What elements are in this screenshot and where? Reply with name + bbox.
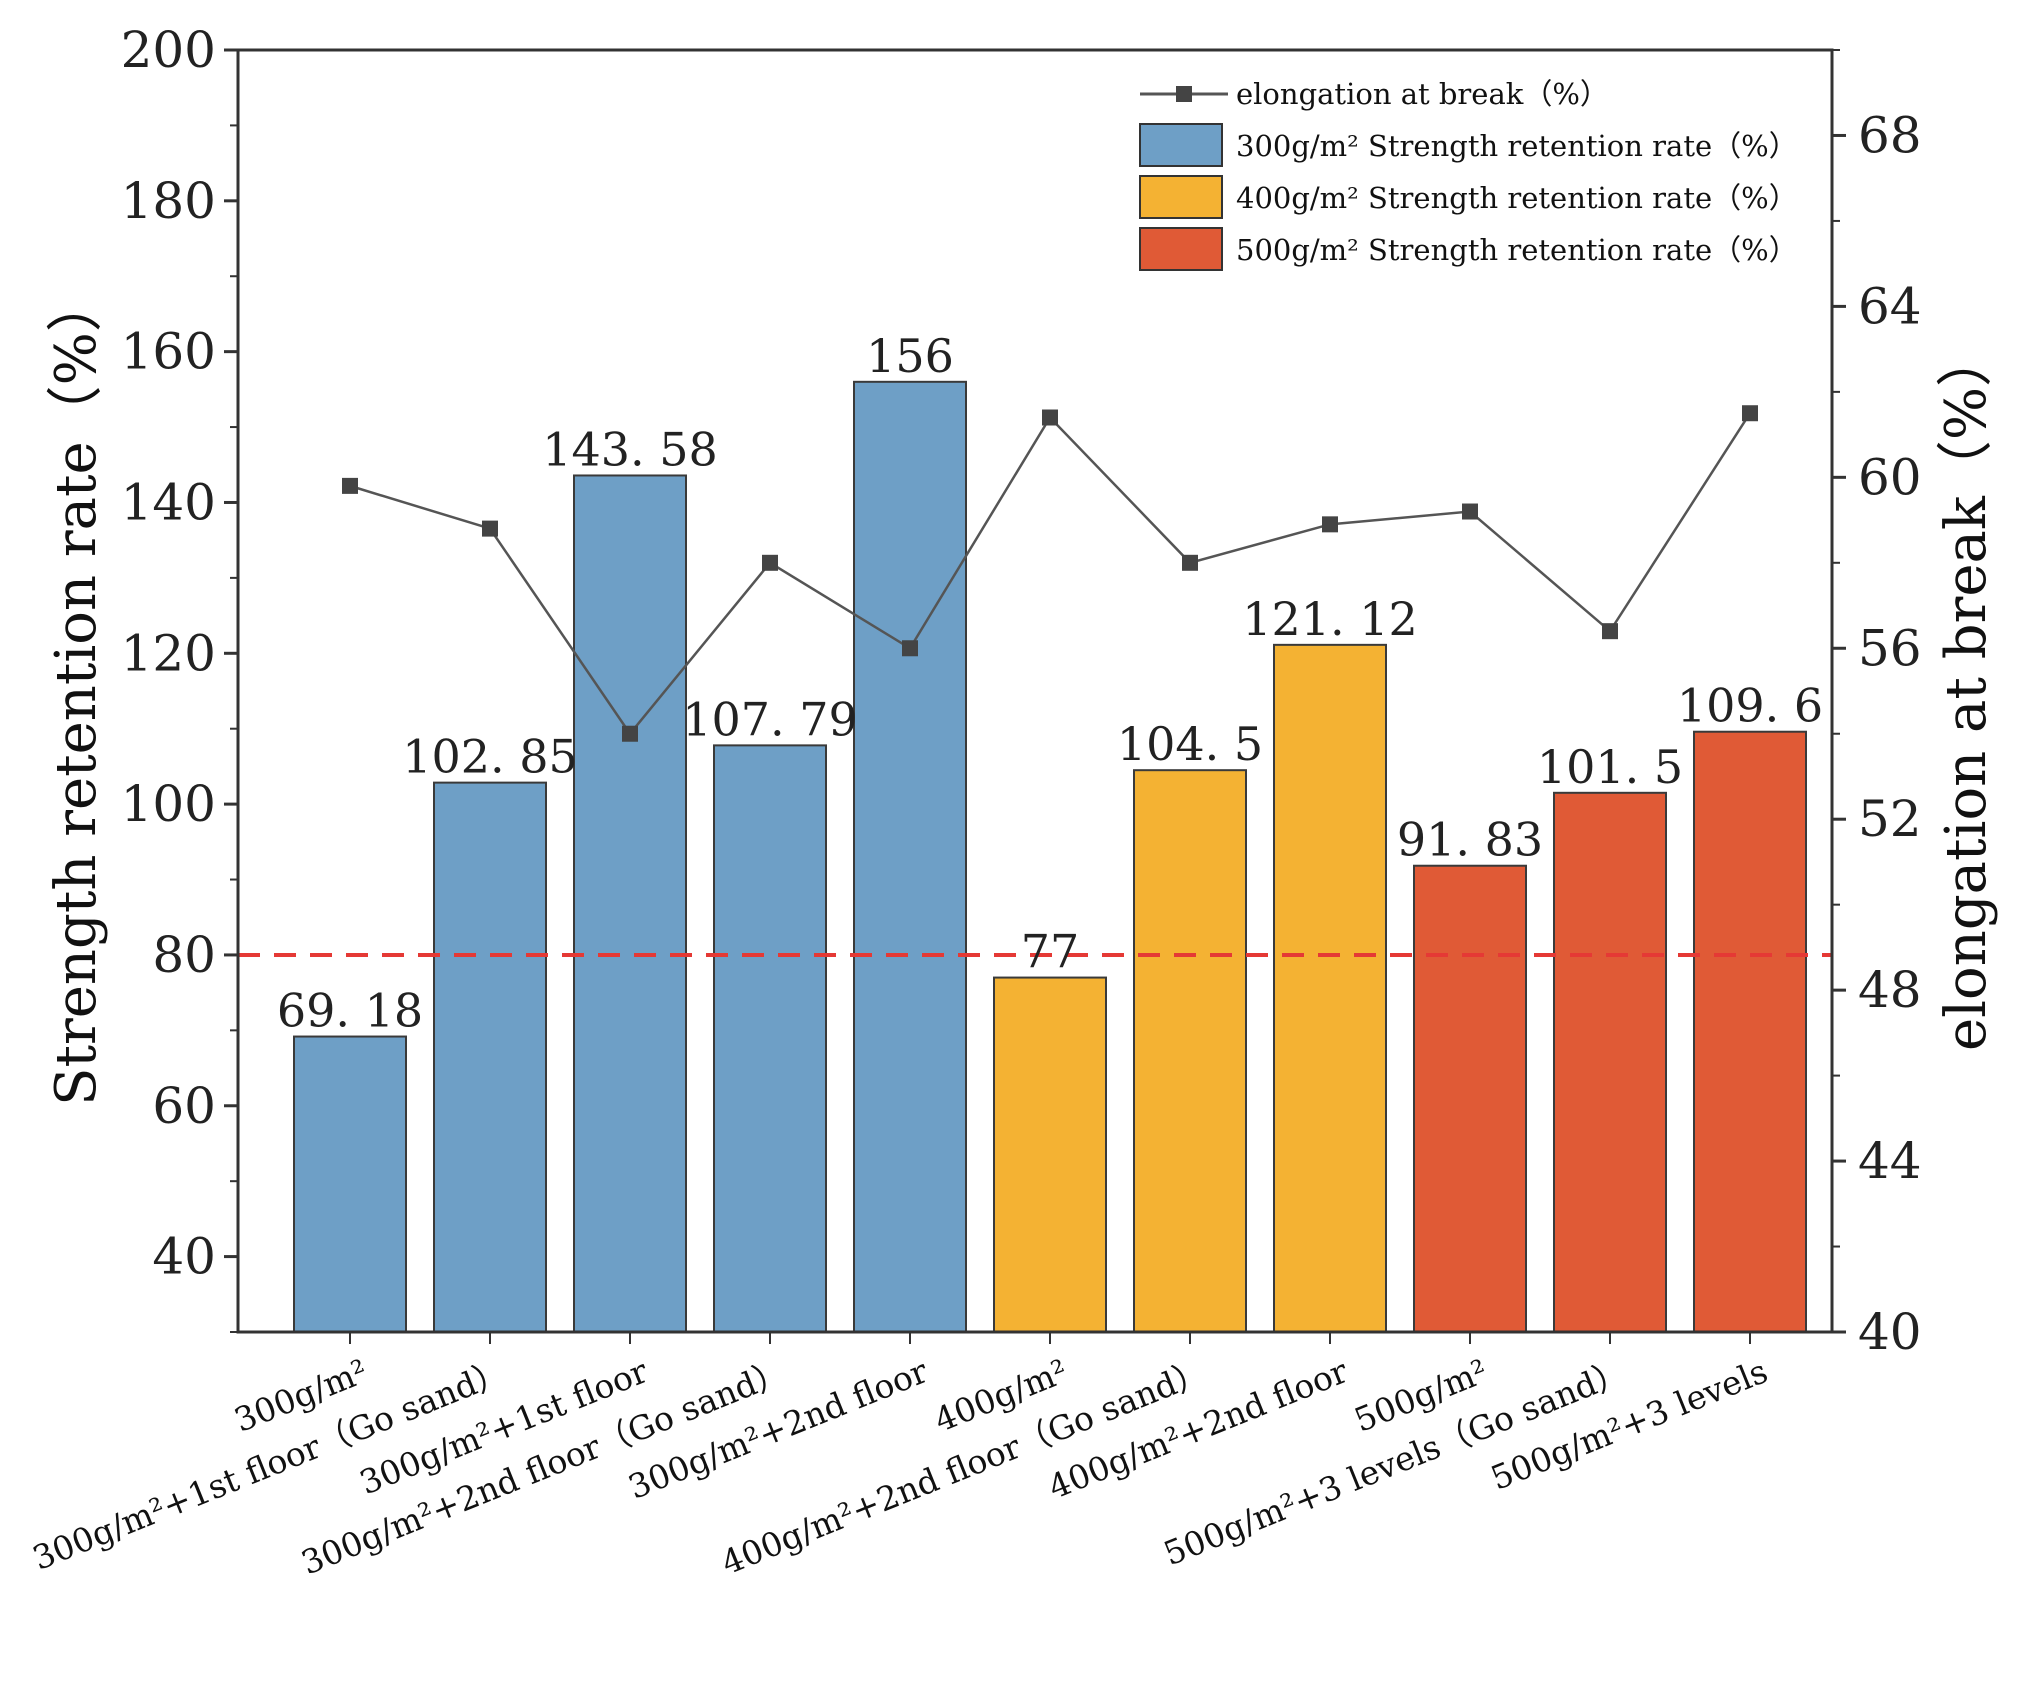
y-axis-title: Strength retention rate（%）	[44, 276, 109, 1106]
y2-tick-label: 52	[1858, 790, 1922, 848]
data-label-9: 91. 83	[1397, 813, 1543, 867]
data-label-7: 104. 5	[1117, 717, 1263, 771]
y-tick-label: 200	[121, 21, 216, 79]
plot-frame	[236, 48, 1834, 1334]
y-tick-label: 100	[121, 775, 216, 833]
y2-tick-label: 64	[1858, 277, 1922, 335]
elongation-marker-7	[1182, 554, 1198, 571]
y2-axis-title: elongation at break（%）	[1934, 331, 1999, 1051]
y-tick-label: 40	[152, 1228, 216, 1286]
bar-3-9	[1413, 864, 1527, 1333]
legend-swatch-1	[1139, 123, 1223, 167]
data-label-5: 156	[866, 329, 954, 383]
elongation-marker-2	[482, 520, 498, 537]
legend-swatch-2	[1139, 175, 1223, 219]
y-tick-label: 180	[121, 172, 216, 230]
bar-1-1	[293, 1035, 407, 1334]
bar-1-4	[713, 744, 827, 1333]
y-tick-label: 160	[121, 323, 216, 381]
data-label-4: 107. 79	[682, 692, 858, 746]
bar-1-5	[853, 380, 967, 1333]
elongation-marker-6	[1042, 409, 1058, 426]
bar-3-10	[1553, 791, 1667, 1333]
data-label-2: 102. 85	[402, 730, 578, 784]
data-label-1: 69. 18	[277, 984, 423, 1038]
elongation-marker-10	[1602, 623, 1618, 640]
elongation-marker-8	[1322, 516, 1338, 533]
elongation-marker-5	[902, 640, 918, 657]
y2-tick-label: 68	[1858, 106, 1922, 164]
bar-2-8	[1273, 643, 1387, 1333]
legend-label-3: 500g/m² Strength retention rate（%）	[1236, 233, 1798, 267]
legend-label-0: elongation at break（%）	[1236, 77, 1609, 111]
y-tick-label: 60	[152, 1077, 216, 1135]
bar-2-7	[1133, 769, 1247, 1333]
legend-label-1: 300g/m² Strength retention rate（%）	[1236, 129, 1798, 163]
legend-line-marker	[1176, 86, 1192, 102]
data-label-6: 77	[1021, 925, 1080, 979]
data-label-10: 101. 5	[1537, 740, 1683, 794]
elongation-marker-9	[1462, 503, 1478, 520]
y-tick-label: 120	[121, 624, 216, 682]
y-tick-label: 140	[121, 473, 216, 531]
y-tick-label: 80	[152, 926, 216, 984]
elongation-marker-3	[622, 725, 638, 742]
bar-1-3	[573, 474, 687, 1333]
y2-tick-label: 48	[1858, 961, 1922, 1019]
legend-label-2: 400g/m² Strength retention rate（%）	[1236, 181, 1798, 215]
data-label-8: 121. 12	[1242, 592, 1418, 646]
bar-1-2	[433, 781, 547, 1333]
y2-tick-label: 60	[1858, 448, 1922, 506]
y2-tick-label: 40	[1858, 1303, 1922, 1361]
bar-2-6	[993, 976, 1107, 1333]
bar-3-11	[1693, 730, 1807, 1333]
data-label-3: 143. 58	[542, 422, 718, 476]
y2-tick-label: 56	[1858, 619, 1922, 677]
y2-tick-label: 44	[1858, 1132, 1922, 1190]
elongation-marker-4	[762, 554, 778, 571]
legend-swatch-3	[1139, 227, 1223, 271]
elongation-marker-11	[1742, 405, 1758, 422]
data-label-11: 109. 6	[1677, 679, 1823, 733]
elongation-marker-1	[342, 477, 358, 494]
